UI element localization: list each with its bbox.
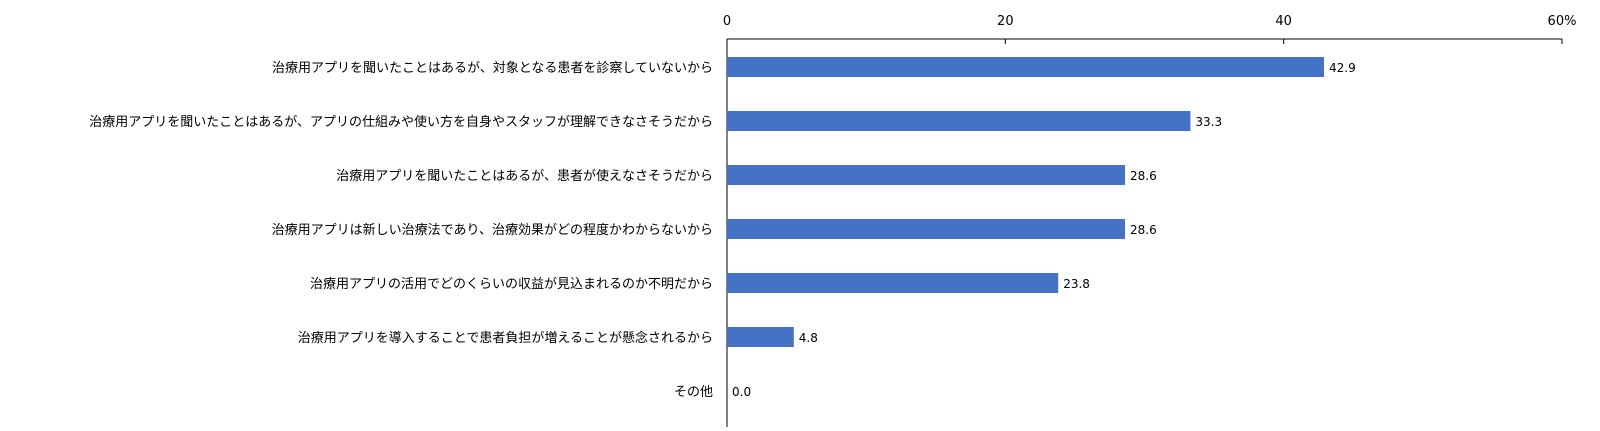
bar — [727, 165, 1126, 185]
data-label: 0.0 — [732, 385, 751, 399]
bars-group — [727, 57, 1325, 347]
data-label: 33.3 — [1195, 115, 1222, 129]
data-label: 28.6 — [1130, 169, 1157, 183]
bar — [727, 327, 794, 347]
category-label: 治療用アプリは新しい治療法であり、治療効果がどの程度かわからないから — [272, 222, 713, 238]
x-tick-label: 40 — [1275, 14, 1292, 29]
category-label: 治療用アプリを聞いたことはあるが、アプリの仕組みや使い方を自身やスタッフが理解で… — [89, 114, 713, 130]
bar — [727, 273, 1059, 293]
data-label: 4.8 — [799, 331, 818, 345]
labels-group: 治療用アプリを聞いたことはあるが、対象となる患者を診察していないから 42.9 治療… — [89, 60, 1355, 400]
data-label: 23.8 — [1063, 277, 1090, 291]
x-tick-label: 60% — [1548, 14, 1577, 29]
category-label: 治療用アプリを聞いたことはあるが、対象となる患者を診察していないから — [272, 60, 713, 76]
category-label: 治療用アプリの活用でどのくらいの収益が見込まれるのか不明だから — [310, 277, 713, 292]
category-label: 治療用アプリを聞いたことはあるが、患者が使えなさそうだから — [336, 168, 713, 184]
x-axis-group: 0 20 40 60% — [723, 14, 1577, 427]
category-label: 治療用アプリを導入することで患者負担が増えることが懸念されるから — [298, 330, 713, 346]
bar — [727, 111, 1191, 131]
x-tick-label: 0 — [723, 14, 731, 29]
bar — [727, 57, 1325, 77]
bar — [727, 219, 1126, 239]
data-label: 42.9 — [1329, 61, 1356, 75]
data-label: 28.6 — [1130, 223, 1157, 237]
x-tick-label: 20 — [997, 14, 1014, 29]
category-label: その他 — [674, 385, 713, 400]
